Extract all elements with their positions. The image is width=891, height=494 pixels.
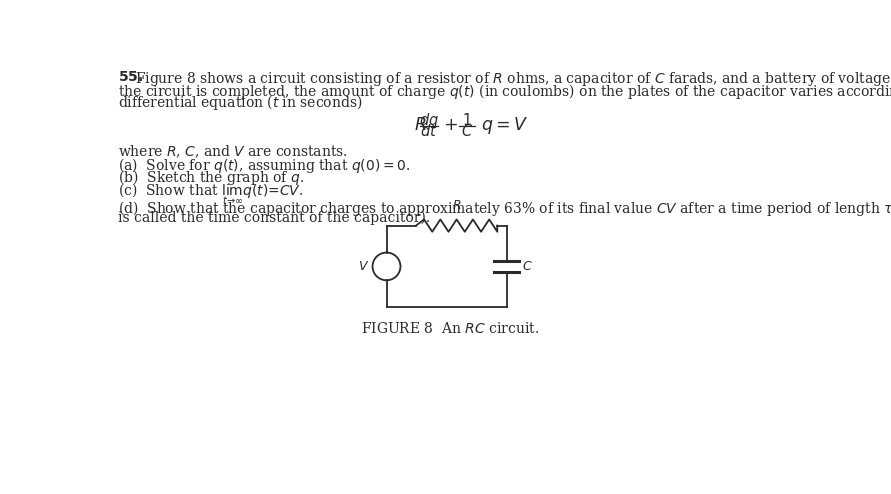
Text: Figure 8 shows a circuit consisting of a resistor of $R$ ohms, a capacitor of $C: Figure 8 shows a circuit consisting of a… xyxy=(135,70,891,88)
Text: differential equation ($t$ in seconds): differential equation ($t$ in seconds) xyxy=(118,93,362,112)
Text: $R$: $R$ xyxy=(452,199,462,212)
Text: $V$: $V$ xyxy=(358,260,370,273)
Text: $dq$: $dq$ xyxy=(419,111,439,129)
Text: the circuit is completed, the amount of charge $q(t)$ (in coulombs) on the plate: the circuit is completed, the amount of … xyxy=(118,82,891,101)
Text: $1$: $1$ xyxy=(462,112,472,128)
Text: where $R$, $C$, and $V$ are constants.: where $R$, $C$, and $V$ are constants. xyxy=(118,143,347,160)
Text: $R$: $R$ xyxy=(413,117,426,134)
Text: $dt$: $dt$ xyxy=(421,123,437,139)
Text: is called the time constant of the capacitor).: is called the time constant of the capac… xyxy=(118,211,429,225)
Text: FIGURE 8  An $RC$ circuit.: FIGURE 8 An $RC$ circuit. xyxy=(362,321,540,336)
Text: (a)  Solve for $q(t)$, assuming that $q(0) = 0$.: (a) Solve for $q(t)$, assuming that $q(0… xyxy=(118,156,410,174)
Text: (b)  Sketch the graph of $q$.: (b) Sketch the graph of $q$. xyxy=(118,168,304,187)
Text: (d)  Show that the capacitor charges to approximately 63% of its final value $CV: (d) Show that the capacitor charges to a… xyxy=(118,199,891,218)
Text: $C$: $C$ xyxy=(522,260,533,273)
Text: $\mathbf{55.}$: $\mathbf{55.}$ xyxy=(118,70,143,84)
Text: $q = V$: $q = V$ xyxy=(481,115,528,136)
Text: $C$: $C$ xyxy=(461,123,473,139)
Text: (c)  Show that $\lim_{t \to \infty} q(t) = CV$.: (c) Show that $\lim_{t \to \infty} q(t) … xyxy=(118,182,303,207)
Text: $+$: $+$ xyxy=(444,117,458,134)
